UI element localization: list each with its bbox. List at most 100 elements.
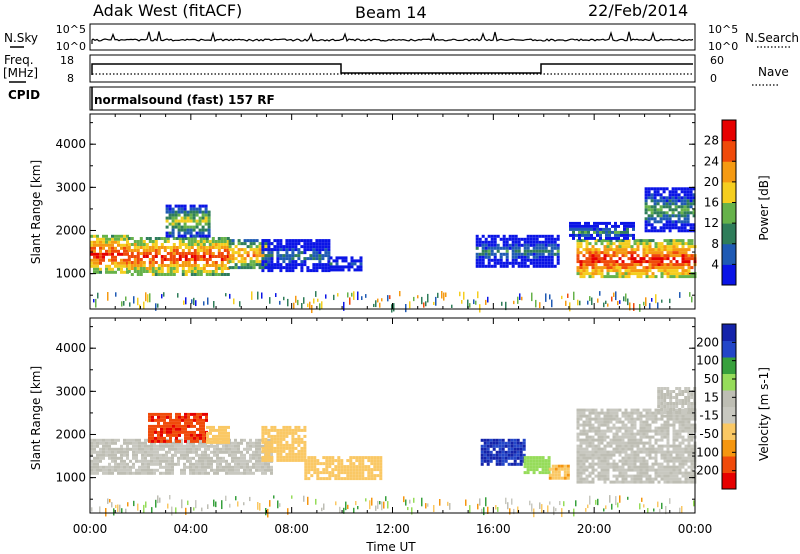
colorbar-swatch [722,243,736,265]
data-cell [493,234,497,238]
data-cell [519,447,523,451]
data-cell [663,408,667,411]
data-cell [653,205,657,209]
data-cell [606,426,610,430]
data-cell [636,453,640,457]
ground-scatter-speck [273,495,275,499]
data-cell [316,471,320,475]
data-cell [606,245,610,249]
data-cell [379,474,383,478]
data-cell [645,459,649,463]
data-cell [226,237,230,240]
data-cell [669,450,673,454]
data-cell [96,255,99,259]
data-cell [526,252,530,256]
data-cell [183,216,187,220]
data-cell [657,248,661,252]
ground-scatter-speck [177,293,179,298]
data-cell [623,230,626,234]
data-cell [261,428,265,432]
data-cell [526,237,530,241]
data-cell [255,260,259,264]
data-cell [195,234,199,238]
ground-scatter-speck [323,503,325,510]
data-cell [657,390,661,393]
data-cell [675,248,679,252]
data-cell [612,447,616,451]
data-cell [516,447,520,451]
data-cell [600,272,604,276]
data-cell [633,444,637,448]
data-cell [594,239,598,243]
data-cell [168,462,171,466]
data-cell [645,245,649,249]
data-cell [585,432,589,436]
colorbar-tick-label: 50 [704,372,719,386]
data-cell [678,272,682,276]
data-cell [234,447,237,451]
data-cell [672,441,676,445]
data-cell [612,435,616,439]
data-cell [544,258,548,262]
data-cell [376,474,380,478]
data-cell [644,208,648,212]
data-cell [686,187,690,191]
data-cell [600,459,604,463]
data-cell [168,471,171,475]
data-cell [111,453,114,457]
data-cell [522,438,526,442]
ground-scatter-speck [589,495,591,505]
data-cell [684,257,688,261]
data-cell [657,263,661,267]
data-cell [217,264,221,267]
data-cell [588,471,592,475]
data-cell [163,237,167,240]
ground-scatter-speck [239,301,241,307]
data-cell [663,393,667,396]
data-cell [554,467,558,471]
data-cell [169,273,173,276]
ground-scatter-speck [287,508,289,515]
data-cell [490,264,494,268]
ground-scatter-speck [531,292,533,302]
data-cell [624,441,628,445]
data-cell [690,480,694,484]
data-cell [148,258,152,261]
data-cell [189,462,192,466]
data-cell [606,272,610,276]
data-cell [261,251,265,255]
data-cell [606,423,610,427]
ground-scatter-speck [343,507,345,514]
data-cell [621,251,625,255]
data-cell [358,459,362,463]
data-cell [566,467,570,471]
data-cell [614,230,617,234]
data-cell [566,470,570,474]
data-cell [597,456,601,460]
data-cell [202,267,206,270]
data-cell [687,254,691,258]
data-cell [312,263,316,267]
data-cell [690,402,694,405]
data-cell [662,202,666,206]
data-cell [648,450,652,454]
data-cell [168,441,171,445]
data-cell [193,418,196,422]
data-cell [117,468,120,472]
data-cell [255,254,259,258]
ground-scatter-speck [661,502,663,510]
data-cell [597,260,601,264]
ground-scatter-speck [221,500,223,510]
data-cell [624,444,628,448]
data-cell [231,468,234,472]
data-cell [657,444,661,448]
data-cell [108,456,111,460]
data-cell [645,465,649,469]
data-cell [605,230,608,234]
data-cell [481,264,485,268]
ground-scatter-speck [479,304,481,313]
data-cell [633,456,637,460]
data-cell [177,213,181,217]
data-cell [672,474,676,478]
data-cell [105,447,108,451]
